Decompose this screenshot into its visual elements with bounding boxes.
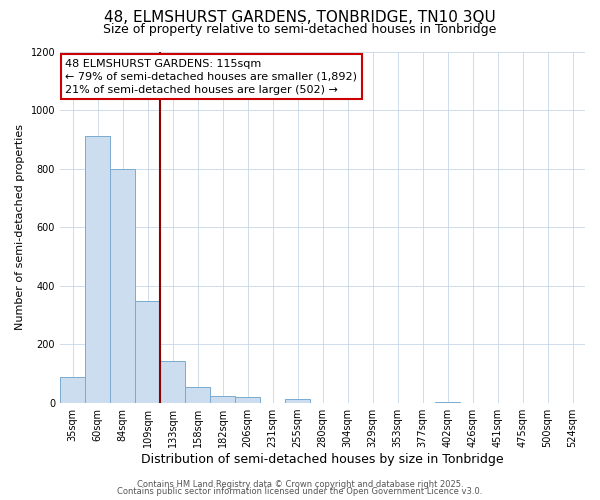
Bar <box>60 376 85 403</box>
Y-axis label: Number of semi-detached properties: Number of semi-detached properties <box>15 124 25 330</box>
X-axis label: Distribution of semi-detached houses by size in Tonbridge: Distribution of semi-detached houses by … <box>141 453 504 466</box>
Bar <box>285 398 310 403</box>
Bar <box>210 396 235 403</box>
Text: Size of property relative to semi-detached houses in Tonbridge: Size of property relative to semi-detach… <box>103 22 497 36</box>
Text: 48, ELMSHURST GARDENS, TONBRIDGE, TN10 3QU: 48, ELMSHURST GARDENS, TONBRIDGE, TN10 3… <box>104 10 496 25</box>
Bar <box>435 402 460 403</box>
Text: 48 ELMSHURST GARDENS: 115sqm
← 79% of semi-detached houses are smaller (1,892)
2: 48 ELMSHURST GARDENS: 115sqm ← 79% of se… <box>65 58 357 95</box>
Bar <box>135 300 160 403</box>
Bar <box>235 397 260 403</box>
Bar <box>110 168 135 403</box>
Text: Contains HM Land Registry data © Crown copyright and database right 2025.: Contains HM Land Registry data © Crown c… <box>137 480 463 489</box>
Bar <box>160 360 185 403</box>
Bar <box>85 136 110 403</box>
Text: Contains public sector information licensed under the Open Government Licence v3: Contains public sector information licen… <box>118 487 482 496</box>
Bar <box>185 387 210 403</box>
